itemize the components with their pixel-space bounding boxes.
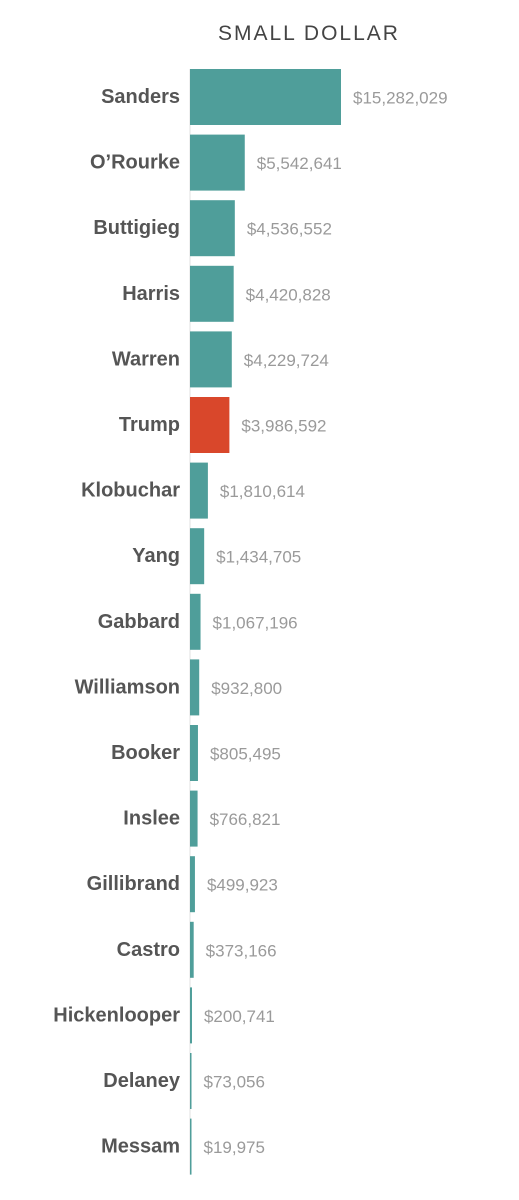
bar-row: Castro $373,166 <box>117 921 277 978</box>
category-label: Castro <box>117 939 180 961</box>
chart-title-text: SMALL DOLLAR <box>218 22 400 45</box>
bar <box>190 200 235 257</box>
category-label: Messam <box>101 1136 180 1158</box>
category-label: Warren <box>112 348 180 370</box>
bar-row: Buttigieg $4,536,552 <box>93 200 332 257</box>
bar <box>190 397 230 453</box>
category-label: Klobuchar <box>81 480 180 502</box>
value-label: $1,067,196 <box>213 613 298 632</box>
bar-row: Delaney $73,056 <box>103 1053 265 1109</box>
chart-title: SMALL DOLLAR <box>0 22 519 46</box>
value-label: $200,741 <box>204 1007 275 1026</box>
bar <box>190 528 205 585</box>
category-label: Williamson <box>75 676 180 698</box>
category-label: Gillibrand <box>87 873 180 895</box>
category-label: Buttigieg <box>93 217 180 239</box>
bar-row: Messam $19,975 <box>101 1118 265 1175</box>
bar <box>190 987 192 1044</box>
bar <box>190 593 201 650</box>
value-label: $4,229,724 <box>244 351 329 370</box>
value-label: $932,800 <box>211 679 282 698</box>
bar <box>190 69 341 125</box>
value-label: $5,542,641 <box>257 154 342 173</box>
bar-row: Gabbard $1,067,196 <box>98 593 298 650</box>
bar <box>190 725 198 781</box>
bar-row: Trump $3,986,592 <box>119 397 326 453</box>
bar-row: Hickenlooper $200,741 <box>53 987 275 1044</box>
bar <box>190 790 198 847</box>
value-label: $15,282,029 <box>353 89 448 108</box>
category-label: O’Rourke <box>90 152 180 174</box>
category-label: Harris <box>122 283 180 305</box>
category-label: Trump <box>119 414 180 436</box>
bar <box>190 265 234 322</box>
value-label: $499,923 <box>207 876 278 895</box>
value-label: $4,536,552 <box>247 220 332 239</box>
bar-row: Yang $1,434,705 <box>132 528 301 585</box>
bar <box>190 659 200 716</box>
value-label: $805,495 <box>210 745 281 764</box>
value-label: $1,810,614 <box>220 482 305 501</box>
value-label: $3,986,592 <box>241 417 326 436</box>
category-label: Hickenlooper <box>53 1004 180 1026</box>
bar-row: Gillibrand $499,923 <box>87 856 278 913</box>
bar-row: Warren $4,229,724 <box>112 331 329 388</box>
bar-row: Sanders $15,282,029 <box>101 69 448 125</box>
bar <box>190 134 245 191</box>
bar <box>190 1118 192 1175</box>
category-label: Booker <box>111 742 180 764</box>
value-label: $766,821 <box>210 810 281 829</box>
bar <box>190 462 208 519</box>
value-label: $4,420,828 <box>246 285 331 304</box>
bar-row: Harris $4,420,828 <box>122 265 331 322</box>
value-label: $19,975 <box>204 1138 265 1157</box>
bar-row: Williamson $932,800 <box>75 659 282 716</box>
category-label: Yang <box>132 545 180 567</box>
category-label: Delaney <box>103 1070 181 1092</box>
bar-row: Klobuchar $1,810,614 <box>81 462 305 519</box>
category-label: Gabbard <box>98 611 180 633</box>
bar <box>190 1053 192 1109</box>
category-label: Sanders <box>101 86 180 108</box>
value-label: $1,434,705 <box>216 548 301 567</box>
category-label: Inslee <box>123 808 180 830</box>
value-label: $373,166 <box>206 941 277 960</box>
bar-row: O’Rourke $5,542,641 <box>90 134 342 191</box>
bar <box>190 331 232 388</box>
bar <box>190 856 195 913</box>
value-label: $73,056 <box>204 1073 265 1092</box>
bar-row: Inslee $766,821 <box>123 790 281 847</box>
bar-row: Booker $805,495 <box>111 725 281 781</box>
bar <box>190 921 194 978</box>
